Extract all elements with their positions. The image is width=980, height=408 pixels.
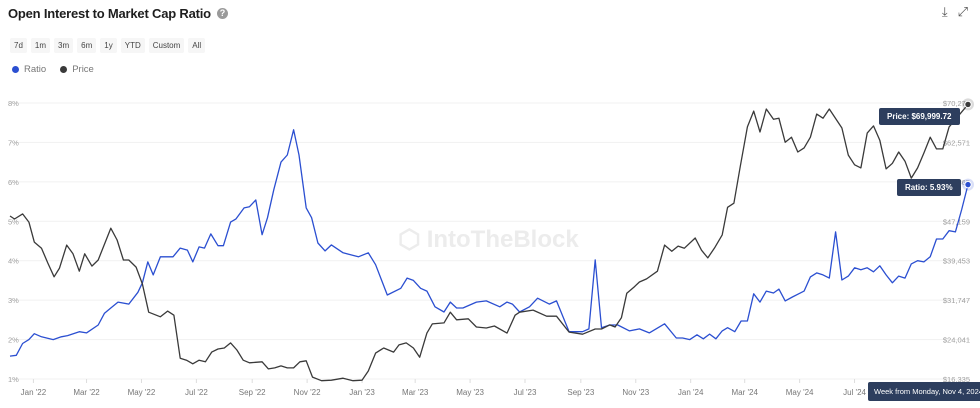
range-custom[interactable]: Custom <box>148 38 185 53</box>
y-left-tick-label: 8% <box>8 99 19 108</box>
price-dot-icon <box>60 66 68 73</box>
x-tick-label: Mar '22 <box>73 388 100 397</box>
chart-toolbar: ⤓ ⤢ <box>942 4 968 20</box>
x-tick-label: Mar '23 <box>402 388 429 397</box>
price-tooltip: Price: $69,999.72 <box>879 108 960 125</box>
watermark-logo-icon: ⬡ <box>398 224 421 254</box>
chart-title: Open Interest to Market Cap Ratio ? <box>8 6 228 21</box>
chart-title-text: Open Interest to Market Cap Ratio <box>8 6 211 21</box>
range-6m[interactable]: 6m <box>77 38 97 53</box>
y-right-tick-label: $24,041 <box>943 336 970 345</box>
x-tick-label: Nov '22 <box>294 388 321 397</box>
x-tick-label: Nov '23 <box>622 388 649 397</box>
y-left-tick-label: 4% <box>8 257 19 266</box>
x-tick-label: Jul '24 <box>843 388 866 397</box>
y-left-tick-label: 1% <box>8 375 19 384</box>
y-right-tick-label: $39,453 <box>943 257 970 266</box>
range-3m[interactable]: 3m <box>54 38 74 53</box>
x-tick-label: Mar '24 <box>731 388 758 397</box>
range-7d[interactable]: 7d <box>10 38 27 53</box>
range-selector: 7d 1m 3m 6m 1y YTD Custom All <box>10 38 206 53</box>
hover-marker-price <box>964 100 972 109</box>
download-icon[interactable]: ⤓ <box>941 4 948 19</box>
legend: Ratio Price <box>12 64 94 75</box>
y-left-tick-label: 2% <box>8 336 19 345</box>
y-left-tick-label: 6% <box>8 178 19 187</box>
y-left-tick-label: 5% <box>8 217 19 226</box>
legend-item-ratio[interactable]: Ratio <box>12 64 46 75</box>
x-tick-label: May '24 <box>786 388 814 397</box>
y-left-tick-label: 7% <box>8 138 19 147</box>
x-tick-label: Sep '23 <box>567 388 594 397</box>
x-tick-label: Jul '22 <box>185 388 208 397</box>
y-right-tick-label: $62,571 <box>943 138 970 147</box>
range-all[interactable]: All <box>188 38 206 53</box>
x-tick-label: Jan '23 <box>349 388 375 397</box>
y-right-tick-label: $31,747 <box>943 296 970 305</box>
x-tick-label: Sep '22 <box>239 388 266 397</box>
y-right-tick-label: $16,335 <box>943 375 970 384</box>
range-1m[interactable]: 1m <box>30 38 51 53</box>
range-ytd[interactable]: YTD <box>120 38 145 53</box>
x-tick-label: Jan '24 <box>678 388 704 397</box>
y-right-tick-label: $70,277 <box>943 99 970 108</box>
x-tick-label: May '22 <box>128 388 156 397</box>
expand-icon[interactable]: ⤢ <box>957 4 968 19</box>
watermark: ⬡ IntoTheBlock <box>398 224 579 255</box>
legend-item-price[interactable]: Price <box>60 64 94 75</box>
ratio-tooltip: Ratio: 5.93% <box>897 179 961 196</box>
date-tooltip: Week from Monday, Nov 4, 2024 <box>868 382 980 401</box>
hover-marker-ratio <box>964 180 972 189</box>
y-right-tick-label: $47,159 <box>943 217 970 226</box>
x-tick-label: May '23 <box>456 388 484 397</box>
question-circle-icon[interactable]: ? <box>216 8 228 19</box>
series-line-ratio <box>9 129 969 357</box>
x-tick-label: Jul '23 <box>514 388 537 397</box>
legend-label: Ratio <box>24 64 47 75</box>
series-line-price <box>9 103 969 382</box>
x-tick-label: Jan '22 <box>21 388 47 397</box>
y-left-tick-label: 3% <box>8 296 19 305</box>
ratio-dot-icon <box>12 66 19 73</box>
watermark-text: IntoTheBlock <box>426 225 579 253</box>
legend-label: Price <box>72 64 94 75</box>
range-1y[interactable]: 1y <box>100 38 117 53</box>
